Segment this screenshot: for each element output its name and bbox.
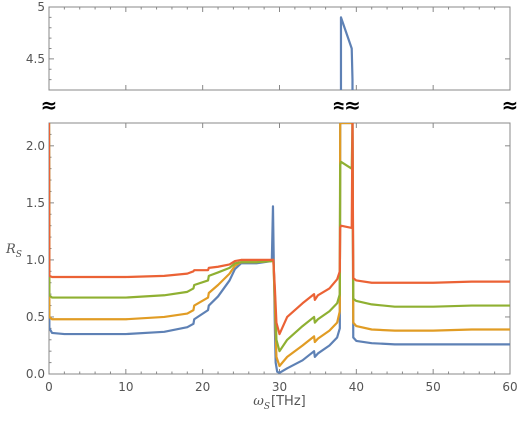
axis-labels: ωS[THz]RS <box>5 242 306 412</box>
y-axis-symbol: R <box>5 242 16 257</box>
y-tick-label-upper: 4.5 <box>26 52 45 66</box>
x-tick-label: 20 <box>195 380 210 394</box>
series-layer <box>49 16 510 374</box>
x-tick-label: 60 <box>502 380 517 394</box>
y-axis-subscript: S <box>16 250 22 260</box>
y-tick-label: 2.0 <box>26 139 45 153</box>
y-tick-label: 0.0 <box>26 367 45 381</box>
x-tick-label: 30 <box>272 380 287 394</box>
break-mark: ≈ <box>502 93 519 117</box>
x-tick-label: 10 <box>118 380 133 394</box>
x-tick-label: 50 <box>426 380 441 394</box>
series-2-line <box>49 123 510 368</box>
x-tick-label: 0 <box>45 380 53 394</box>
x-tick-label: 40 <box>349 380 364 394</box>
series-3-line <box>49 123 510 353</box>
x-axis-label: ωS[THz] <box>253 394 305 412</box>
y-tick-label: 0.5 <box>26 310 45 324</box>
axis-break-marks: ≈ ≈≈ ≈ <box>40 93 519 117</box>
y-tick-label: 1.5 <box>26 196 45 210</box>
series-1-line-upper <box>339 16 354 90</box>
break-mark-bg <box>501 94 519 116</box>
series-1-line <box>49 123 510 374</box>
series-4-line <box>49 123 510 336</box>
x-axis-symbol: ω <box>253 394 264 409</box>
upper-panel-frame <box>48 6 511 91</box>
x-axis-subscript: S <box>264 402 270 412</box>
lower-panel-frame <box>48 122 511 375</box>
x-axis-unit: [THz] <box>271 394 306 409</box>
upper-panel: 4.55 <box>26 0 511 91</box>
y-tick-label: 1.0 <box>26 253 45 267</box>
break-mark: ≈ <box>344 93 361 117</box>
y-tick-label-upper: 5 <box>37 0 45 14</box>
break-mark-bg <box>40 94 58 116</box>
y-axis-label: RS <box>5 242 22 260</box>
break-mark: ≈ <box>41 93 58 117</box>
break-mark-bg <box>343 94 362 116</box>
